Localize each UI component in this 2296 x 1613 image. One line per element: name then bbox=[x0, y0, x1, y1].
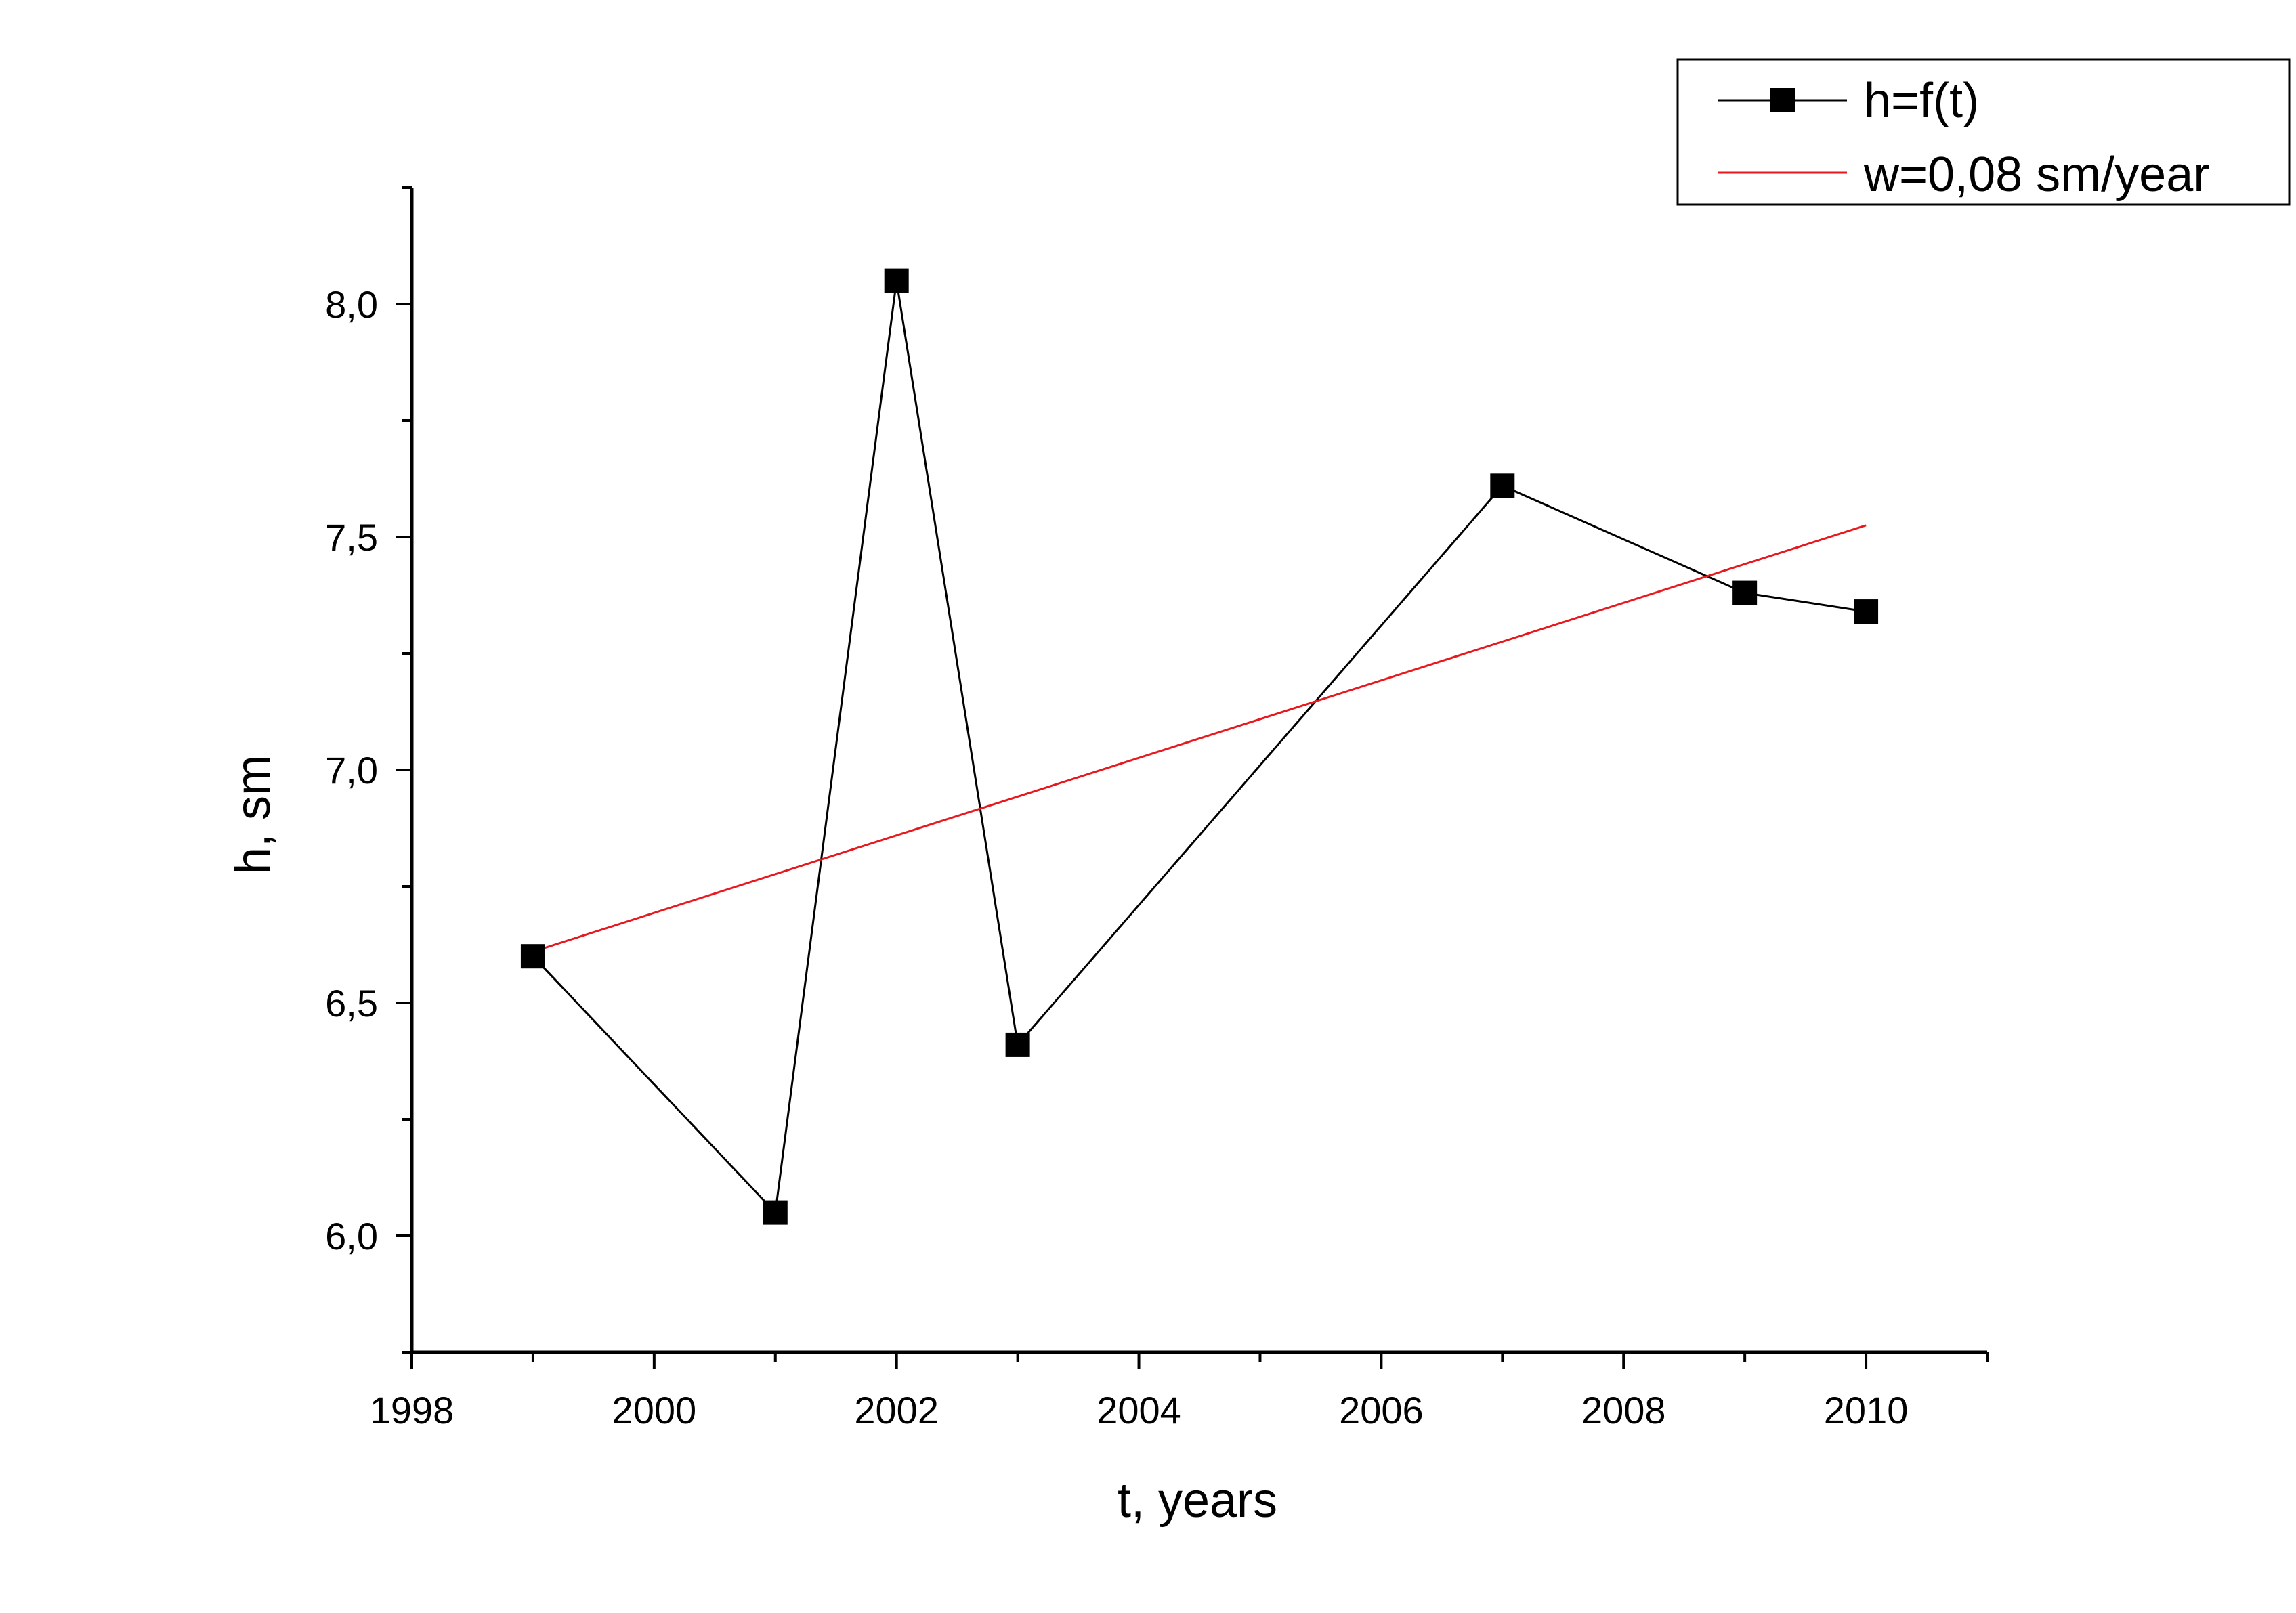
y-tick-label: 7,5 bbox=[325, 516, 378, 559]
x-tick-label: 2004 bbox=[1097, 1389, 1181, 1432]
data-markers bbox=[520, 268, 1879, 1225]
legend-label-h: h=f(t) bbox=[1864, 74, 1979, 128]
y-tick-label: 6,5 bbox=[325, 982, 378, 1025]
x-tick-label: 2006 bbox=[1339, 1389, 1424, 1432]
data-point-marker bbox=[1490, 473, 1515, 498]
y-tick-label: 7,0 bbox=[325, 749, 378, 792]
data-point-marker bbox=[763, 1200, 788, 1225]
trend-line-w bbox=[532, 524, 1867, 953]
legend-box bbox=[1676, 58, 2291, 206]
series-line-h bbox=[532, 280, 1867, 1215]
legend: h=f(t) w=0,08 sm/year bbox=[1676, 58, 2291, 206]
axes bbox=[410, 188, 1987, 1354]
y-axis-title: h, sm bbox=[226, 755, 280, 874]
y-tick-label: 8,0 bbox=[325, 283, 378, 326]
x-tick-label: 2000 bbox=[612, 1389, 697, 1432]
x-tick-label: 2010 bbox=[1824, 1389, 1909, 1432]
x-tick-label: 1998 bbox=[370, 1389, 454, 1432]
plot-area bbox=[532, 280, 1867, 1215]
data-point-marker bbox=[884, 268, 909, 293]
ticks: 1998 2000 2002 2004 2006 2008 2010 6,0 6,5 7,0 7,5… bbox=[325, 186, 1989, 1432]
data-point-marker bbox=[1732, 580, 1758, 605]
legend-marker-h bbox=[1770, 88, 1795, 112]
x-tick-label: 2002 bbox=[854, 1389, 939, 1432]
x-tick-label: 2008 bbox=[1581, 1389, 1666, 1432]
data-point-marker bbox=[1854, 599, 1879, 624]
data-point-marker bbox=[520, 944, 545, 969]
legend-label-w: w=0,08 sm/year bbox=[1863, 148, 2209, 202]
x-axis-title: t, years bbox=[1118, 1474, 1277, 1528]
y-tick-label: 6,0 bbox=[325, 1215, 378, 1257]
data-point-marker bbox=[1005, 1032, 1030, 1057]
